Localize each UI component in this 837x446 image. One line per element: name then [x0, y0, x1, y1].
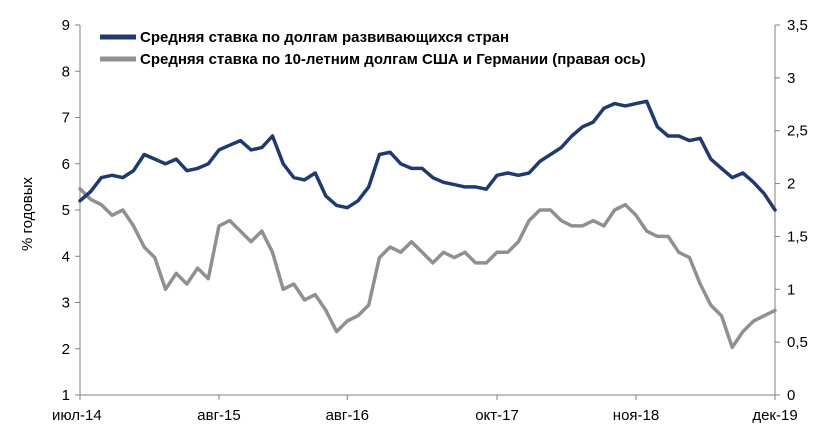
y-left-tick-label: 6 [62, 156, 70, 173]
x-tick-label: окт-17 [475, 407, 519, 424]
y-left-tick-label: 3 [62, 295, 70, 312]
x-tick-label: авг-15 [197, 407, 240, 424]
y-right-tick-label: 2,5 [787, 123, 808, 140]
x-tick-label: авг-16 [326, 407, 369, 424]
y-right-tick-label: 0,5 [787, 334, 808, 351]
y-right-tick-label: 0 [787, 387, 795, 404]
legend-label: Средняя ставка по 10-летним долгам США и… [140, 51, 646, 68]
y-right-tick-label: 1 [787, 281, 795, 298]
legend: Средняя ставка по долгам развивающихся с… [100, 29, 646, 68]
y-left-tick-label: 9 [62, 17, 70, 34]
x-tick-label: июл-14 [52, 407, 102, 424]
series-line-developed-yields [78, 187, 777, 350]
y-left-tick-label: 8 [62, 63, 70, 80]
y-right-tick-label: 2 [787, 176, 795, 193]
x-tick-label: дек-19 [752, 407, 797, 424]
y-left-tick-label: 5 [62, 202, 70, 219]
series-lines [78, 99, 777, 350]
y-left-tick-label: 7 [62, 110, 70, 127]
y-right-tick-label: 3 [787, 70, 795, 87]
y-axis-title: % годовых [19, 177, 36, 252]
x-tick-label: ноя-18 [613, 407, 659, 424]
y-right-tick-label: 3,5 [787, 17, 808, 34]
legend-label: Средняя ставка по долгам развивающихся с… [140, 29, 509, 46]
series-line-em-debt-rate [78, 99, 777, 212]
y-left-tick-label: 1 [62, 387, 70, 404]
y-left-tick-label: 2 [62, 341, 70, 358]
y-right-tick-label: 1,5 [787, 228, 808, 245]
y-left-tick-label: 4 [62, 248, 70, 265]
axes: 1 2 3 4 5 6 7 8 9 0 0,5 1 1,5 2 2,5 3 3,5 июл-14 авг-15 авг… [52, 17, 808, 424]
